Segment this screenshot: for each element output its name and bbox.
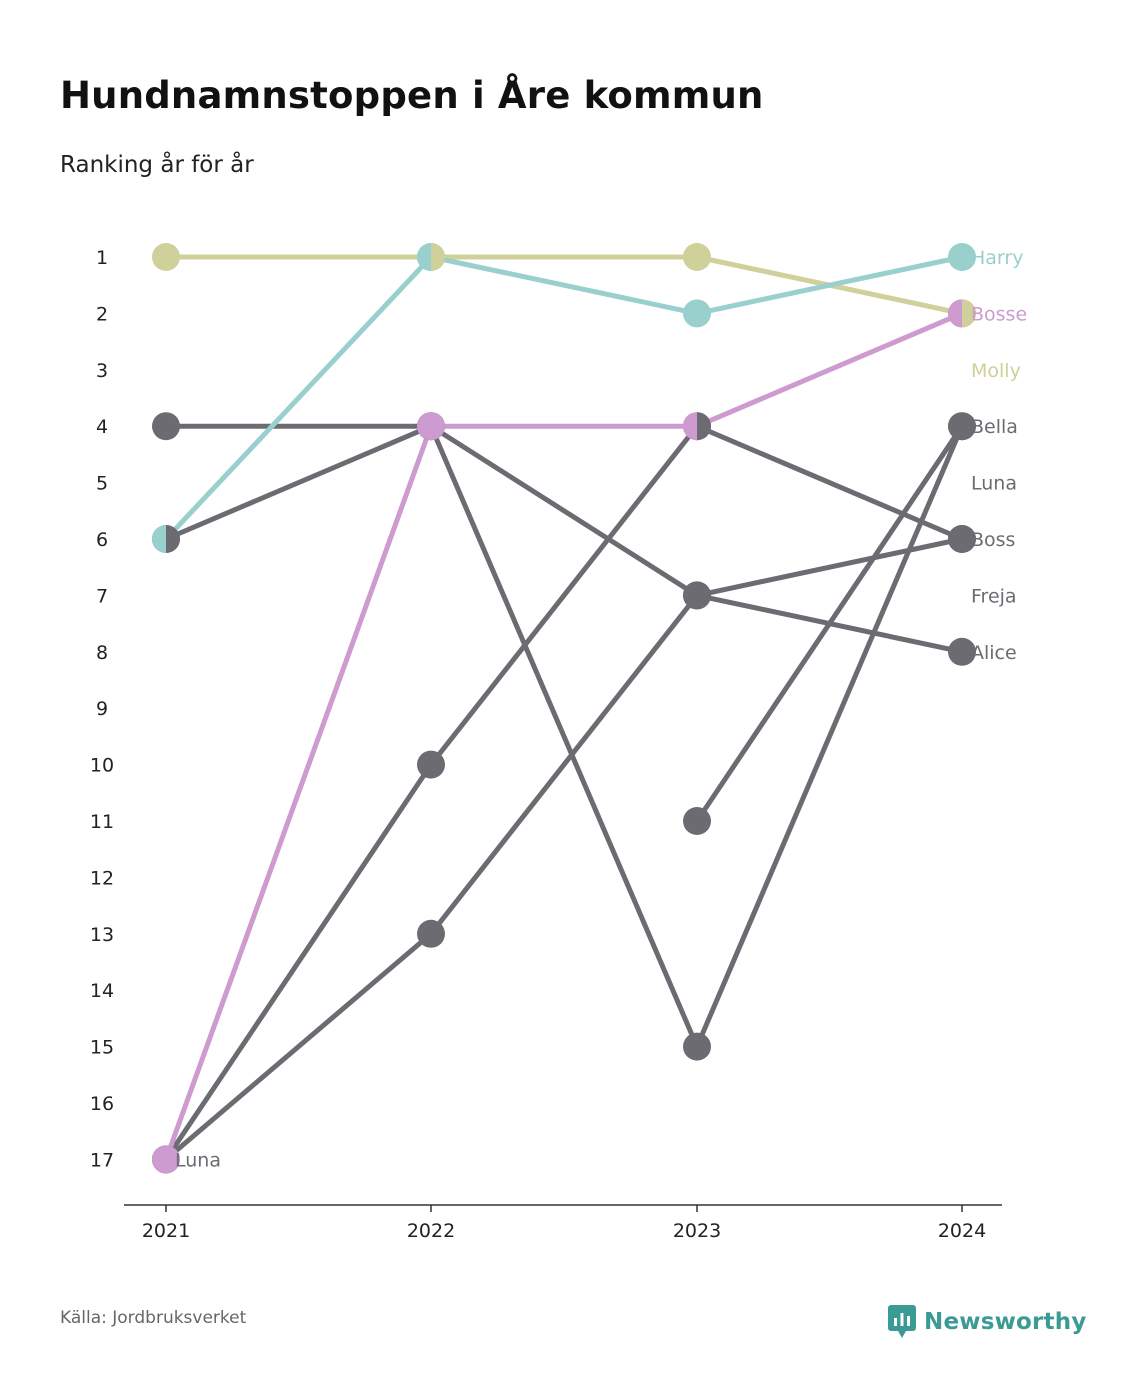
line-alice xyxy=(694,423,965,824)
series-labels: Harry Bosse Molly Bella Luna Boss Freja Alice Lu… xyxy=(175,247,1027,1171)
point-bella-2021 xyxy=(152,412,180,441)
y-tick-label-13: 13 xyxy=(90,924,114,946)
point-harry-2023 xyxy=(683,299,711,328)
end-label-alice: Alice xyxy=(971,642,1017,664)
end-label-molly: Molly xyxy=(971,360,1021,382)
point-bella-2023 xyxy=(683,1032,711,1061)
line-bosse xyxy=(163,310,965,1162)
y-tick-label-14: 14 xyxy=(90,980,114,1002)
x-tick-label-2022: 2022 xyxy=(407,1220,455,1242)
newsworthy-logo-icon xyxy=(888,1305,916,1338)
split-point-left-2024 xyxy=(948,299,962,328)
end-label-bosse: Bosse xyxy=(971,303,1027,325)
y-tick-label-17: 17 xyxy=(90,1149,114,1171)
end-label-luna: Luna xyxy=(971,473,1017,495)
y-tick-label-8: 8 xyxy=(96,642,108,664)
end-label-bella: Bella xyxy=(971,416,1018,438)
line-freja xyxy=(163,423,965,655)
source-note: Källa: Jordbruksverket xyxy=(60,1308,247,1328)
y-tick-label-1: 1 xyxy=(96,247,108,269)
y-tick-label-9: 9 xyxy=(96,698,108,720)
y-tick-label-4: 4 xyxy=(96,416,108,438)
point-harry-2024 xyxy=(948,243,976,271)
point-bosse-2021 xyxy=(152,1145,180,1174)
point-freja-2023 xyxy=(683,581,711,610)
point-alice-2024 xyxy=(948,412,976,441)
line-luna xyxy=(163,423,965,1162)
x-tick-label-2021: 2021 xyxy=(142,1220,190,1242)
y-tick-label-11: 11 xyxy=(90,811,114,833)
brand-logo[interactable]: Newsworthy xyxy=(888,1302,1087,1342)
point-bosse-2022 xyxy=(417,412,445,441)
x-tick-label-2024: 2024 xyxy=(938,1220,986,1242)
split-point-right-2023 xyxy=(697,412,712,441)
end-label-boss: Boss xyxy=(971,529,1015,551)
point-alice-2023 xyxy=(683,807,711,835)
start-label-luna: Luna xyxy=(175,1149,221,1171)
y-tick-label-5: 5 xyxy=(96,473,108,495)
point-boss-2024 xyxy=(948,525,976,553)
line-harry xyxy=(163,254,965,542)
point-molly-2021 xyxy=(152,243,180,271)
point-boss-2022 xyxy=(417,919,445,948)
end-label-freja: Freja xyxy=(971,585,1017,607)
chart-subtitle: Ranking år för år xyxy=(60,152,254,178)
point-molly-2023 xyxy=(683,243,711,271)
y-tick-label-10: 10 xyxy=(90,755,114,777)
split-point-right-2022 xyxy=(431,243,445,271)
y-tick-label-15: 15 xyxy=(90,1037,114,1059)
y-tick-label-6: 6 xyxy=(96,529,108,551)
series-points xyxy=(152,243,976,1174)
y-tick-label-12: 12 xyxy=(90,867,114,889)
y-tick-label-2: 2 xyxy=(96,303,108,325)
point-freja-2024 xyxy=(948,637,976,666)
split-point-right-2021 xyxy=(166,525,180,553)
y-tick-label-16: 16 xyxy=(90,1093,114,1115)
split-point-right-2024 xyxy=(962,299,976,328)
split-point-left-2022 xyxy=(417,243,431,271)
line-boss xyxy=(163,536,965,1162)
line-bella xyxy=(163,423,965,1050)
chart-title: Hundnamnstoppen i Åre kommun xyxy=(60,74,764,117)
point-luna-2022 xyxy=(417,750,445,779)
end-label-harry: Harry xyxy=(971,247,1023,269)
split-point-left-2021 xyxy=(152,525,166,553)
split-point-left-2023 xyxy=(683,412,697,441)
brand-name: Newsworthy xyxy=(924,1309,1087,1335)
series-lines xyxy=(163,254,965,1162)
y-tick-label-3: 3 xyxy=(96,360,108,382)
x-tick-label-2023: 2023 xyxy=(673,1220,721,1242)
y-tick-label-7: 7 xyxy=(96,585,108,607)
